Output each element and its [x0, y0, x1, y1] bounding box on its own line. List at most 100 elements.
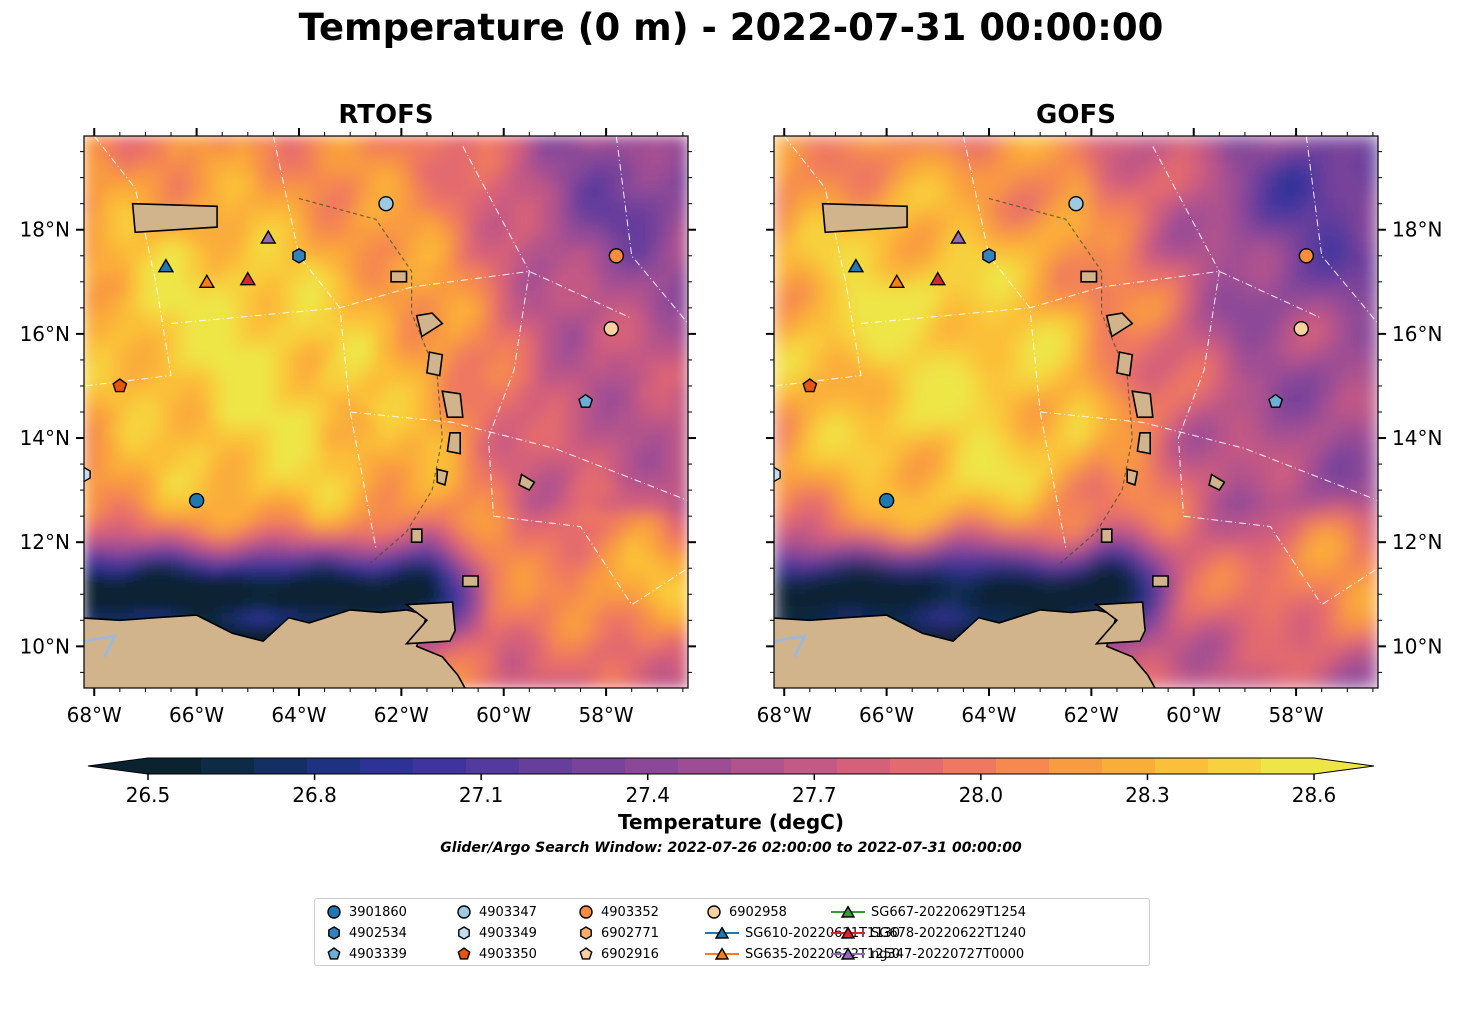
- legend-marker: [327, 947, 341, 960]
- colorbar-segment: [572, 758, 626, 774]
- marker-4902534: [982, 247, 996, 264]
- marker-4903339: [578, 393, 594, 408]
- legend-label: 4903349: [479, 925, 537, 941]
- lat-tick-label: 10°N: [20, 634, 70, 658]
- triangle-marker-icon: [705, 926, 739, 939]
- lat-tick-label: 12°N: [20, 530, 70, 554]
- lon-tick-label: 58°W: [1268, 703, 1323, 727]
- marker-4903352: [1298, 248, 1315, 264]
- search-window-note: Glider/Argo Search Window: 2022-07-26 02…: [440, 840, 1022, 856]
- lon-tick-label: 66°W: [169, 703, 224, 727]
- pentagon-marker-icon: [327, 947, 341, 960]
- marker-4903347: [1068, 195, 1084, 212]
- lon-tick-label: 68°W: [67, 703, 122, 727]
- colorbar-segment: [996, 758, 1050, 774]
- legend-item: 4903347: [455, 904, 537, 920]
- colorbar-segment: [837, 758, 891, 774]
- legend-item: SG635-20220622T1250: [705, 946, 900, 962]
- lon-tick-label: 64°W: [961, 703, 1016, 727]
- triangle-marker-icon: [831, 947, 865, 960]
- legend-label: SG635-20220622T1250: [745, 946, 901, 962]
- lat-tick-label: 16°N: [20, 322, 70, 346]
- legend-label: 4903339: [349, 946, 407, 962]
- legend-marker: [457, 947, 471, 960]
- triangle-marker-icon: [831, 926, 865, 939]
- lat-tick-label: 12°N: [1392, 530, 1442, 554]
- legend-marker: [714, 926, 730, 939]
- legend-item: 6902958: [705, 904, 787, 920]
- marker-4903350: [112, 378, 128, 393]
- colorbar-segment: [731, 758, 785, 774]
- hexagon-marker-icon: [328, 926, 340, 940]
- lat-tick-label: 10°N: [1392, 634, 1442, 658]
- marker-4903339: [1268, 393, 1284, 408]
- circle-marker-icon: [579, 905, 593, 919]
- colorbar-segment: [307, 758, 361, 774]
- colorbar-tick-label: 28.3: [1125, 783, 1170, 807]
- circle-marker-icon: [457, 905, 471, 919]
- lon-tick-label: 60°W: [1166, 703, 1221, 727]
- colorbar: 26.5 26.8 27.1 27.4 27.7 28.0 28.3 28.6: [87, 757, 1375, 807]
- colorbar-tick-label: 27.7: [792, 783, 837, 807]
- figure-title: Temperature (0 m) - 2022-07-31 00:00:00: [298, 6, 1164, 49]
- legend-marker: [457, 905, 471, 919]
- legend-label: 4903347: [479, 904, 537, 920]
- legend-item: 4902534: [325, 925, 407, 941]
- rtofs-panel-title: RTOFS: [338, 100, 434, 130]
- lat-tick-label: 18°N: [20, 218, 70, 242]
- colorbar-segment: [466, 758, 520, 774]
- legend-label: SG678-20220622T1240: [871, 925, 1027, 941]
- hexagon-marker-icon: [458, 926, 470, 940]
- lon-tick-label: 64°W: [271, 703, 326, 727]
- legend-label: 6902771: [601, 925, 659, 941]
- colorbar-segment: [1102, 758, 1156, 774]
- legend-item: 4903339: [325, 946, 407, 962]
- legend-label: 4903350: [479, 946, 537, 962]
- legend-item: SG678-20220622T1240: [831, 925, 1026, 941]
- colorbar-tick-label: 28.6: [1292, 783, 1337, 807]
- triangle-marker-icon: [705, 947, 739, 960]
- colorbar-segment: [519, 758, 573, 774]
- colorbar-tick-label: 27.4: [625, 783, 670, 807]
- colorbar-label: Temperature (degC): [618, 810, 844, 834]
- colorbar-segment: [784, 758, 838, 774]
- circle-marker-icon: [707, 905, 721, 919]
- legend-marker: [327, 905, 341, 919]
- lon-tick-label: 68°W: [757, 703, 812, 727]
- marker-4903350: [802, 378, 818, 393]
- lat-tick-label: 14°N: [1392, 426, 1442, 450]
- legend-item: 6902771: [577, 925, 659, 941]
- legend: 3901860 4902534 4903339 4903347 4903349 49033…: [314, 898, 1150, 966]
- marker-SG635-20220622T1250: [198, 273, 216, 288]
- legend-label: 3901860: [349, 904, 407, 920]
- legend-label: SG667-20220629T1254: [871, 904, 1027, 920]
- legend-marker: [579, 947, 593, 960]
- colorbar-segment: [1155, 758, 1209, 774]
- colorbar-segment: [890, 758, 944, 774]
- colorbar-segment: [943, 758, 997, 774]
- colorbar-segment: [1049, 758, 1103, 774]
- marker-4903349: [84, 466, 91, 483]
- pentagon-marker-icon: [579, 947, 593, 960]
- legend-item: 3901860: [325, 904, 407, 920]
- legend-item: 6902916: [577, 946, 659, 962]
- marker-4903347: [378, 195, 394, 212]
- gofs-panel-title: GOFS: [1036, 100, 1116, 130]
- legend-label: 4903352: [601, 904, 659, 920]
- lon-tick-label: 60°W: [476, 703, 531, 727]
- marker-ng347-20220727T0000: [950, 229, 967, 244]
- marker-3901860: [878, 492, 895, 509]
- legend-marker: [840, 947, 856, 960]
- legend-item: 4903352: [577, 904, 659, 920]
- legend-item: SG667-20220629T1254: [831, 904, 1026, 920]
- legend-marker: [328, 926, 340, 940]
- gofs-map: [774, 136, 1378, 688]
- colorbar-segment: [1208, 758, 1262, 774]
- legend-label: ng347-20220727T0000: [871, 946, 1025, 962]
- colorbar-segment: [360, 758, 414, 774]
- marker-ng347-20220727T0000: [260, 229, 277, 244]
- legend-label: 6902958: [729, 904, 787, 920]
- colorbar-tick-label: 28.0: [959, 783, 1004, 807]
- lon-tick-label: 62°W: [1064, 703, 1119, 727]
